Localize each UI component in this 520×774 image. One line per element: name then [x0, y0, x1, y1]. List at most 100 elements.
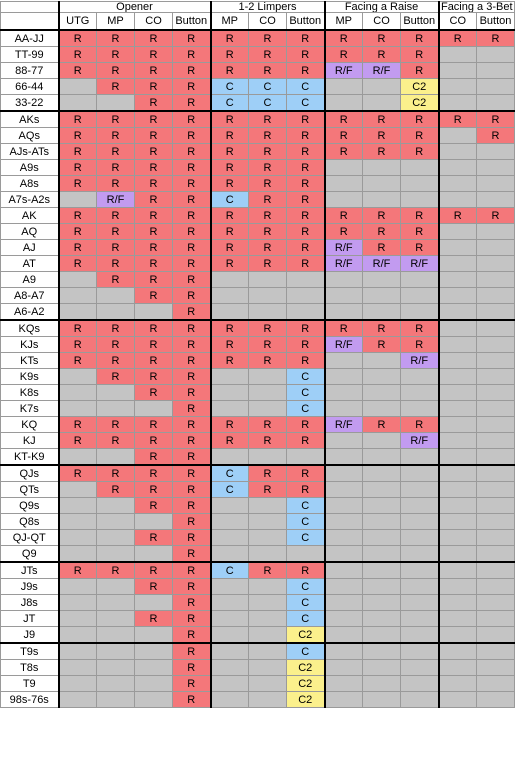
action-cell[interactable]: C [286, 400, 325, 417]
action-cell[interactable]: R [362, 239, 401, 256]
action-cell[interactable] [437, 594, 477, 611]
hand-label[interactable]: K8s [0, 384, 59, 401]
action-cell[interactable] [362, 191, 401, 208]
action-cell[interactable] [400, 159, 439, 176]
header-position-button[interactable]: Button [172, 12, 211, 31]
action-cell[interactable] [476, 336, 515, 353]
action-cell[interactable] [57, 191, 97, 208]
action-cell[interactable] [96, 384, 135, 401]
action-cell[interactable] [437, 513, 477, 530]
hand-label[interactable]: A9 [0, 271, 59, 288]
action-cell[interactable]: R [96, 352, 135, 369]
action-cell[interactable] [57, 529, 97, 546]
action-cell[interactable] [323, 497, 363, 514]
action-cell[interactable] [96, 594, 135, 611]
action-cell[interactable]: R [57, 239, 97, 256]
action-cell[interactable] [476, 400, 515, 417]
action-cell[interactable] [400, 287, 439, 304]
action-cell[interactable] [57, 481, 97, 498]
hand-label[interactable]: T9 [0, 675, 59, 692]
action-cell[interactable]: R [209, 319, 249, 337]
action-cell[interactable]: R [248, 62, 287, 79]
action-cell[interactable]: R [400, 207, 439, 224]
action-cell[interactable] [209, 659, 249, 676]
action-cell[interactable]: R [172, 464, 211, 482]
action-cell[interactable] [476, 287, 515, 304]
action-cell[interactable] [437, 610, 477, 627]
action-cell[interactable] [476, 62, 515, 79]
action-cell[interactable]: C [286, 529, 325, 546]
action-cell[interactable] [57, 400, 97, 417]
action-cell[interactable] [248, 578, 287, 595]
action-cell[interactable] [96, 448, 135, 466]
action-cell[interactable]: R [96, 255, 135, 272]
action-cell[interactable]: R [286, 223, 325, 240]
action-cell[interactable]: R [57, 561, 97, 579]
action-cell[interactable]: C [209, 561, 249, 579]
action-cell[interactable]: R [172, 545, 211, 563]
action-cell[interactable]: R/F [323, 416, 363, 433]
action-cell[interactable]: R [172, 143, 211, 160]
action-cell[interactable] [134, 513, 173, 530]
action-cell[interactable]: C [286, 610, 325, 627]
action-cell[interactable]: R [172, 368, 211, 385]
action-cell[interactable]: C [286, 497, 325, 514]
action-cell[interactable] [476, 626, 515, 644]
action-cell[interactable] [209, 529, 249, 546]
action-cell[interactable] [248, 368, 287, 385]
action-cell[interactable]: R [172, 191, 211, 208]
action-cell[interactable]: R [172, 110, 211, 128]
action-cell[interactable] [362, 448, 401, 466]
header-hand-cell[interactable] [0, 12, 59, 31]
action-cell[interactable]: C2 [400, 94, 439, 112]
action-cell[interactable]: R/F [96, 191, 135, 208]
action-cell[interactable] [96, 610, 135, 627]
action-cell[interactable] [209, 691, 249, 708]
action-cell[interactable]: R [134, 336, 173, 353]
action-cell[interactable]: R [172, 319, 211, 337]
action-cell[interactable]: R [172, 384, 211, 401]
action-cell[interactable] [248, 303, 287, 321]
action-cell[interactable]: R [172, 287, 211, 304]
hand-label[interactable]: T8s [0, 659, 59, 676]
action-cell[interactable] [248, 287, 287, 304]
action-cell[interactable] [248, 675, 287, 692]
action-cell[interactable]: R [172, 29, 211, 47]
action-cell[interactable] [437, 46, 477, 63]
action-cell[interactable] [323, 626, 363, 644]
action-cell[interactable] [400, 691, 439, 708]
action-cell[interactable]: R [96, 464, 135, 482]
action-cell[interactable]: R [286, 175, 325, 192]
action-cell[interactable] [476, 255, 515, 272]
action-cell[interactable]: R [57, 223, 97, 240]
action-cell[interactable]: R [96, 62, 135, 79]
action-cell[interactable] [209, 578, 249, 595]
action-cell[interactable]: R [96, 143, 135, 160]
action-cell[interactable] [209, 513, 249, 530]
action-cell[interactable]: R [400, 110, 439, 128]
action-cell[interactable]: R/F [400, 432, 439, 449]
action-cell[interactable]: R [286, 464, 325, 482]
action-cell[interactable]: R [57, 319, 97, 337]
action-cell[interactable] [476, 464, 515, 482]
action-cell[interactable]: R [286, 207, 325, 224]
action-cell[interactable] [437, 143, 477, 160]
action-cell[interactable]: R [134, 239, 173, 256]
action-cell[interactable]: R [248, 239, 287, 256]
action-cell[interactable]: R [248, 207, 287, 224]
action-cell[interactable] [437, 352, 477, 369]
action-cell[interactable]: R [96, 432, 135, 449]
action-cell[interactable] [476, 610, 515, 627]
action-cell[interactable] [323, 78, 363, 95]
action-cell[interactable] [476, 78, 515, 95]
action-cell[interactable]: R [209, 46, 249, 63]
action-cell[interactable] [323, 352, 363, 369]
action-cell[interactable] [209, 497, 249, 514]
action-cell[interactable]: R [172, 675, 211, 692]
action-cell[interactable]: R [96, 223, 135, 240]
action-cell[interactable]: R [248, 159, 287, 176]
action-cell[interactable]: R [134, 497, 173, 514]
action-cell[interactable] [362, 175, 401, 192]
header-position-co[interactable]: CO [248, 12, 287, 31]
header-position-co[interactable]: CO [134, 12, 173, 31]
